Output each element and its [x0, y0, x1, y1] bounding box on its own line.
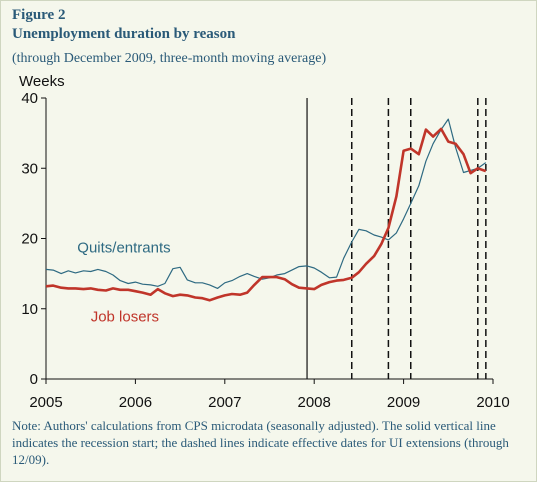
y-tick-label-3: 30: [21, 160, 38, 177]
figure-title: Unemployment duration by reason: [12, 26, 236, 42]
series-line-quits-entrants: [45, 118, 487, 289]
x-tick-label-4: 2009: [387, 394, 420, 411]
figure-label: Figure 2: [12, 7, 66, 23]
x-tick-label-2: 2007: [208, 394, 241, 411]
y-axis-label: Weeks: [19, 73, 65, 90]
y-tick-label-0: 0: [30, 371, 38, 388]
y-tick-label-4: 40: [21, 90, 38, 107]
series-label-quits-entrants: Quits/entrants: [77, 240, 170, 257]
x-tick-label-1: 2006: [119, 394, 152, 411]
series-line-job-losers: [45, 127, 487, 302]
series-label-job-losers: Job losers: [91, 308, 159, 325]
figure-subtitle: (through December 2009, three-month movi…: [12, 51, 327, 66]
figure-note: Note: Authors' calculations from CPS mic…: [12, 418, 509, 467]
chart-svg: Weeks 0 10 20 30 40 2005 2006 2007 2008 2009 2010 Q…: [19, 73, 510, 411]
x-tick-label-3: 2008: [298, 394, 331, 411]
x-tick-label-5: 2010: [476, 394, 509, 411]
y-tick-label-1: 10: [21, 301, 38, 318]
x-tick-label-0: 2005: [29, 394, 62, 411]
y-tick-label-2: 20: [21, 231, 38, 248]
